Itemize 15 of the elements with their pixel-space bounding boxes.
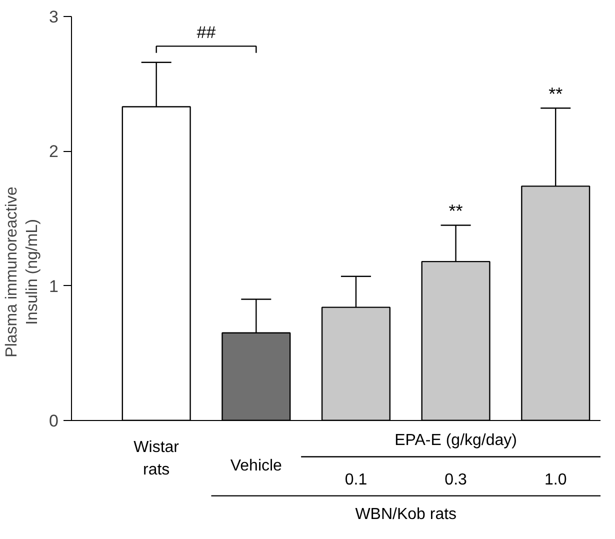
- y-tick-label: 1: [49, 276, 59, 296]
- x-tick-label: Wistar rats: [134, 438, 180, 479]
- annotation: **: [448, 201, 463, 222]
- x-tick-label: 0.3: [444, 471, 468, 488]
- x-tick-label: Vehicle: [230, 458, 282, 475]
- x-tick-label: 0.1: [344, 471, 368, 488]
- x-tick-label: 1.0: [544, 471, 567, 488]
- annotation: **: [548, 84, 563, 104]
- text: WBN/Kob rats: [355, 506, 457, 524]
- text: EPA-E (g/kg/day): [394, 432, 517, 450]
- y-tick-label: 3: [49, 8, 59, 27]
- y-tick-label: 2: [49, 142, 59, 162]
- y-tick-label: 0: [49, 411, 59, 430]
- annotation: ##: [196, 23, 216, 42]
- y-axis-title: Plasma immunoreactive Insulin (ng/mL): [4, 186, 42, 358]
